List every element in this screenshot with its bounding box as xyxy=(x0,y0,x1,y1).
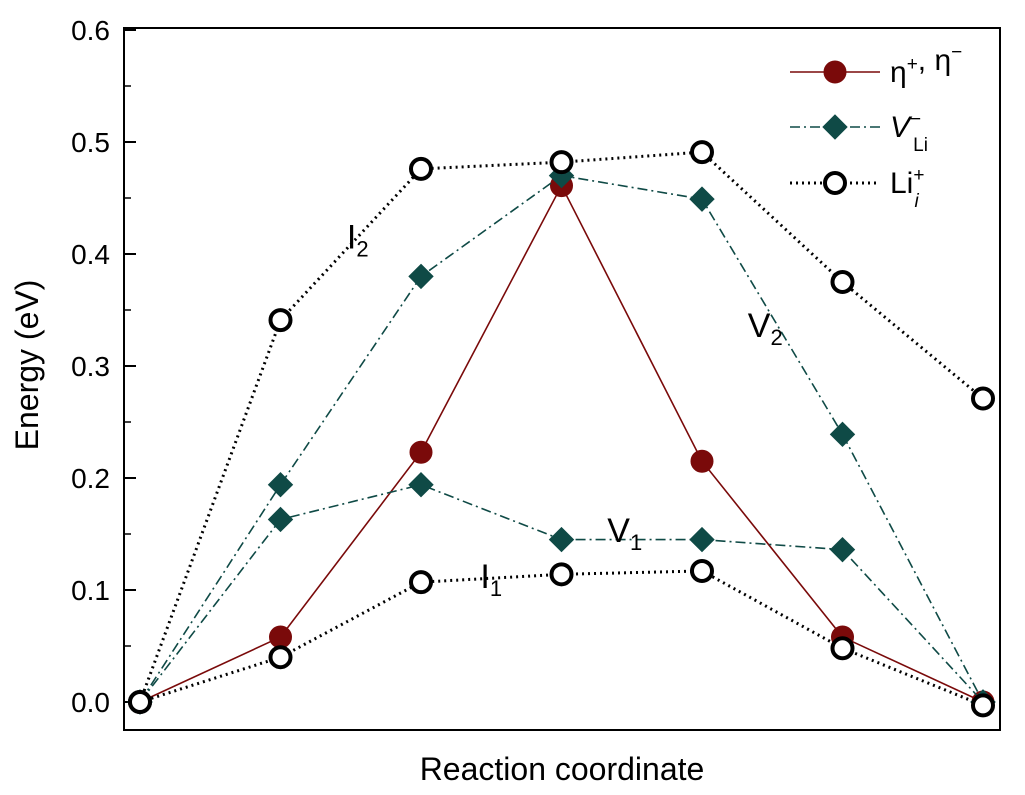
data-point-lii xyxy=(128,690,152,714)
data-point-lii xyxy=(971,693,995,718)
data-point-lii xyxy=(268,645,293,670)
data-point-lii xyxy=(549,150,574,175)
legend: η+, η− V− Li Li+ i xyxy=(790,42,962,212)
annotation-layer: I2 V2 V1 I1 xyxy=(347,218,783,600)
data-point-vli xyxy=(408,472,434,498)
data-point-vli xyxy=(267,472,294,498)
y-axis-title: Energy (eV) xyxy=(9,280,45,451)
data-point-vli xyxy=(267,506,294,533)
data-point-vli xyxy=(829,536,856,563)
legend-marker xyxy=(823,60,847,84)
data-point-polaron xyxy=(269,625,292,649)
data-point-vli xyxy=(689,526,715,553)
legend-entry-polaron: η+, η− xyxy=(790,42,962,89)
legend-marker xyxy=(823,171,847,195)
path-label: I2 xyxy=(347,218,369,261)
x-axis-title: Reaction coordinate xyxy=(420,751,705,787)
data-point-vli xyxy=(689,186,715,212)
legend-marker xyxy=(822,114,848,140)
data-point-lii xyxy=(409,570,433,595)
y-tick-label: 0.6 xyxy=(71,15,110,46)
data-point-lii xyxy=(971,386,995,411)
y-tick-label: 0.2 xyxy=(71,463,110,494)
y-tick-label: 0.0 xyxy=(71,687,110,718)
data-point-lii xyxy=(409,156,433,181)
plot-area xyxy=(123,27,1001,731)
legend-entry-lii: Li+ i xyxy=(790,165,924,212)
legend-label: Li+ i xyxy=(890,165,924,212)
path-label: I1 xyxy=(480,558,502,601)
path-label: V1 xyxy=(607,512,642,555)
data-point-lii xyxy=(549,562,574,587)
y-tick-label: 0.5 xyxy=(71,127,110,158)
legend-label: V− Li xyxy=(890,109,928,156)
y-tick-label: 0.4 xyxy=(71,239,110,270)
series-lii xyxy=(128,140,995,718)
data-point-vli xyxy=(829,421,856,448)
data-point-vli xyxy=(408,263,434,290)
data-point-lii xyxy=(268,308,293,333)
data-point-polaron xyxy=(690,449,714,473)
data-point-lii xyxy=(830,636,855,661)
data-point-polaron xyxy=(409,440,433,464)
data-point-vli xyxy=(548,526,575,553)
path-label: V2 xyxy=(748,307,783,350)
y-tick-label: 0.1 xyxy=(71,575,110,606)
data-point-lii xyxy=(830,270,855,294)
legend-entry-vli: V− Li xyxy=(790,109,928,156)
legend-label: η+, η− xyxy=(890,42,962,89)
y-tick-label: 0.3 xyxy=(71,351,110,382)
y-axis-ticks: 0.0 0.1 0.2 0.3 0.4 0.5 0.6 xyxy=(71,15,136,718)
data-point-lii xyxy=(690,140,714,165)
data-point-lii xyxy=(690,558,714,583)
series-layer xyxy=(127,140,996,718)
